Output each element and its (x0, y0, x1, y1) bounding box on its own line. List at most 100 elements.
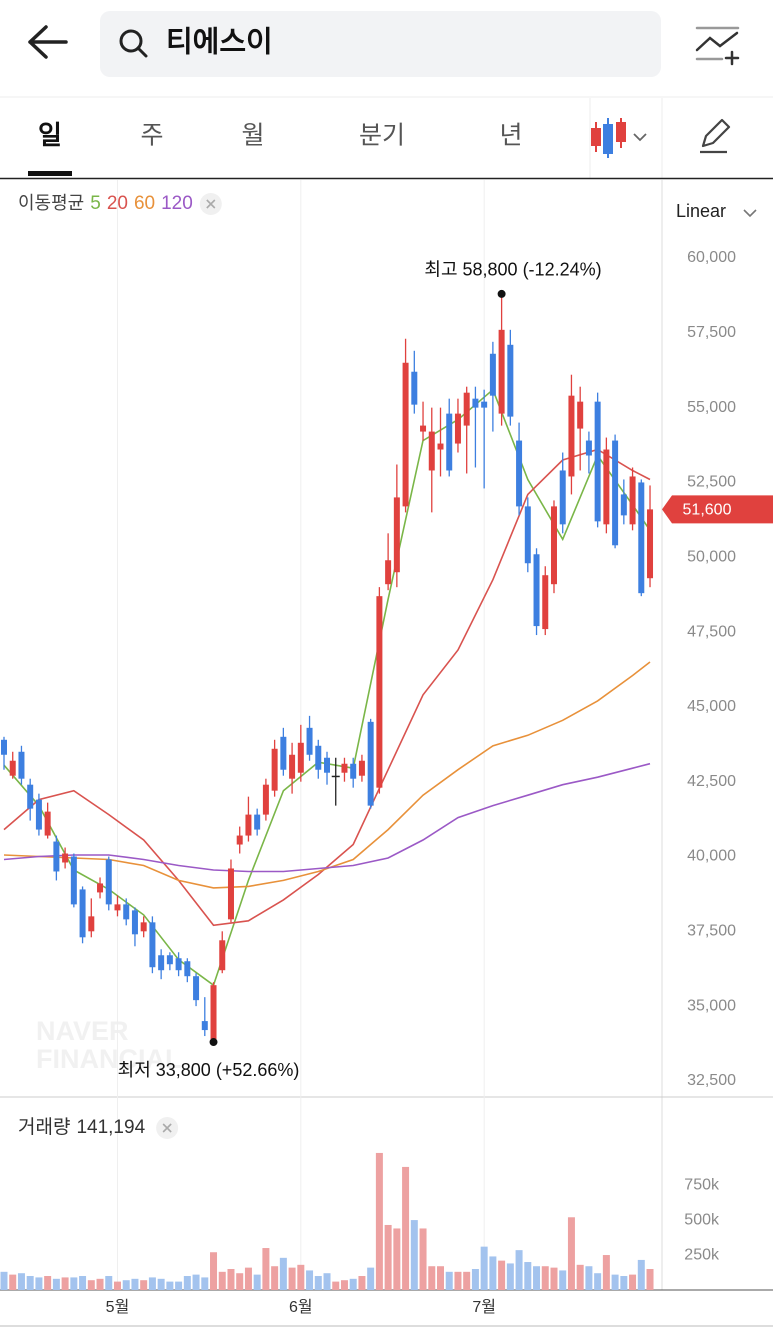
watermark: FINANCIAL (36, 1044, 181, 1074)
candle-body (44, 811, 51, 836)
watermark: NAVER (36, 1016, 129, 1046)
volume-bar (227, 1269, 235, 1290)
add-indicator-button[interactable] (695, 26, 740, 66)
candle-body (620, 494, 627, 516)
candle-body (79, 889, 86, 938)
y-tick-label: 47,500 (687, 623, 736, 640)
candle-body (629, 476, 636, 525)
candle-body (289, 754, 296, 779)
candle-body (498, 329, 505, 414)
candle-body (324, 757, 331, 773)
volume-bar (288, 1267, 296, 1290)
candle-body (245, 814, 252, 836)
volume-bar (402, 1166, 410, 1290)
volume-bar (279, 1257, 287, 1290)
volume-bar (637, 1259, 645, 1290)
ma-line (3, 448, 651, 927)
candle-body (420, 425, 427, 432)
candle-body (306, 727, 313, 755)
volume-bar (17, 1273, 25, 1290)
candle-body (603, 449, 610, 525)
candle-body (236, 835, 243, 845)
tab[interactable]: 일 (38, 120, 62, 150)
candle-body (193, 976, 200, 1001)
candle-body (331, 775, 340, 778)
y-tick-label: 37,500 (687, 923, 736, 940)
volume-tick-label: 500k (684, 1211, 720, 1228)
candle-body (123, 904, 130, 920)
ma-legend-title: 이동평균 (18, 193, 84, 213)
y-tick-label: 40,000 (687, 848, 736, 865)
ma-legend-item: 60 (134, 193, 155, 214)
volume-bar (358, 1276, 366, 1290)
volume-bar (533, 1266, 541, 1290)
scale-selector[interactable]: Linear (676, 201, 726, 221)
ma-legend-item: 5 (90, 193, 101, 214)
tab[interactable]: 분기 (359, 122, 405, 150)
volume-bar (611, 1274, 619, 1290)
volume-bar (175, 1281, 183, 1290)
ma-line (3, 388, 651, 987)
search-text[interactable]: 티에스이 (166, 26, 273, 59)
y-tick-label: 55,000 (687, 399, 736, 416)
low-marker (209, 1038, 218, 1047)
volume-bar (585, 1266, 593, 1290)
volume-bar (201, 1277, 209, 1290)
candle-body (454, 413, 461, 444)
volume-bar (445, 1271, 453, 1290)
candle-body (62, 853, 69, 863)
candle-body (463, 392, 470, 426)
y-tick-label: 60,000 (687, 249, 736, 266)
candle-body (559, 470, 566, 525)
candle-body (1, 739, 7, 755)
candle-body (184, 961, 191, 977)
candle-body (27, 784, 34, 809)
candle-body (254, 814, 261, 830)
candle-body (411, 371, 418, 405)
close-button-icon (206, 199, 216, 209)
volume-bar (498, 1260, 506, 1290)
candle-body (315, 745, 322, 770)
candle-body (297, 742, 304, 773)
volume-bar (262, 1248, 270, 1290)
draw-button[interactable] (700, 118, 731, 154)
back-button[interactable] (28, 25, 68, 59)
volume-bar (454, 1271, 462, 1290)
search-box[interactable] (100, 11, 661, 77)
candle-body (175, 958, 182, 971)
volume-bar (515, 1250, 523, 1290)
tab[interactable]: 월 (241, 122, 264, 150)
tab[interactable]: 년 (499, 122, 522, 150)
candle-body (262, 784, 269, 815)
volume-bar (314, 1276, 322, 1290)
volume-bar (253, 1274, 261, 1290)
volume-bar (26, 1276, 34, 1290)
y-tick-label: 57,500 (687, 324, 736, 341)
volume-bar (166, 1281, 174, 1290)
volume-bar (140, 1280, 148, 1290)
candle-body (140, 922, 147, 932)
volume-bar (437, 1266, 444, 1290)
volume-bar (44, 1276, 52, 1290)
volume-bar (210, 1252, 218, 1290)
volume-bar (428, 1266, 436, 1290)
volume-bar (594, 1273, 602, 1290)
candle-body (446, 413, 453, 471)
candle-body (393, 497, 400, 573)
search-icon (119, 29, 143, 53)
ma-legend-item: 20 (107, 193, 128, 214)
volume-bar (410, 1220, 418, 1290)
candle-body (219, 940, 226, 971)
candle-body (402, 362, 409, 507)
scale-selector-chevron[interactable] (743, 209, 757, 218)
candle-body (88, 916, 95, 932)
candle-body (227, 868, 234, 920)
tab[interactable]: 주 (140, 122, 163, 150)
volume-bar (349, 1278, 357, 1290)
chart-type-button[interactable] (591, 118, 647, 158)
volume-bar (550, 1267, 558, 1290)
volume-bar (629, 1274, 637, 1290)
candle-body (437, 443, 444, 450)
volume-bar (271, 1266, 279, 1290)
ma-legend-item: 120 (161, 193, 193, 214)
